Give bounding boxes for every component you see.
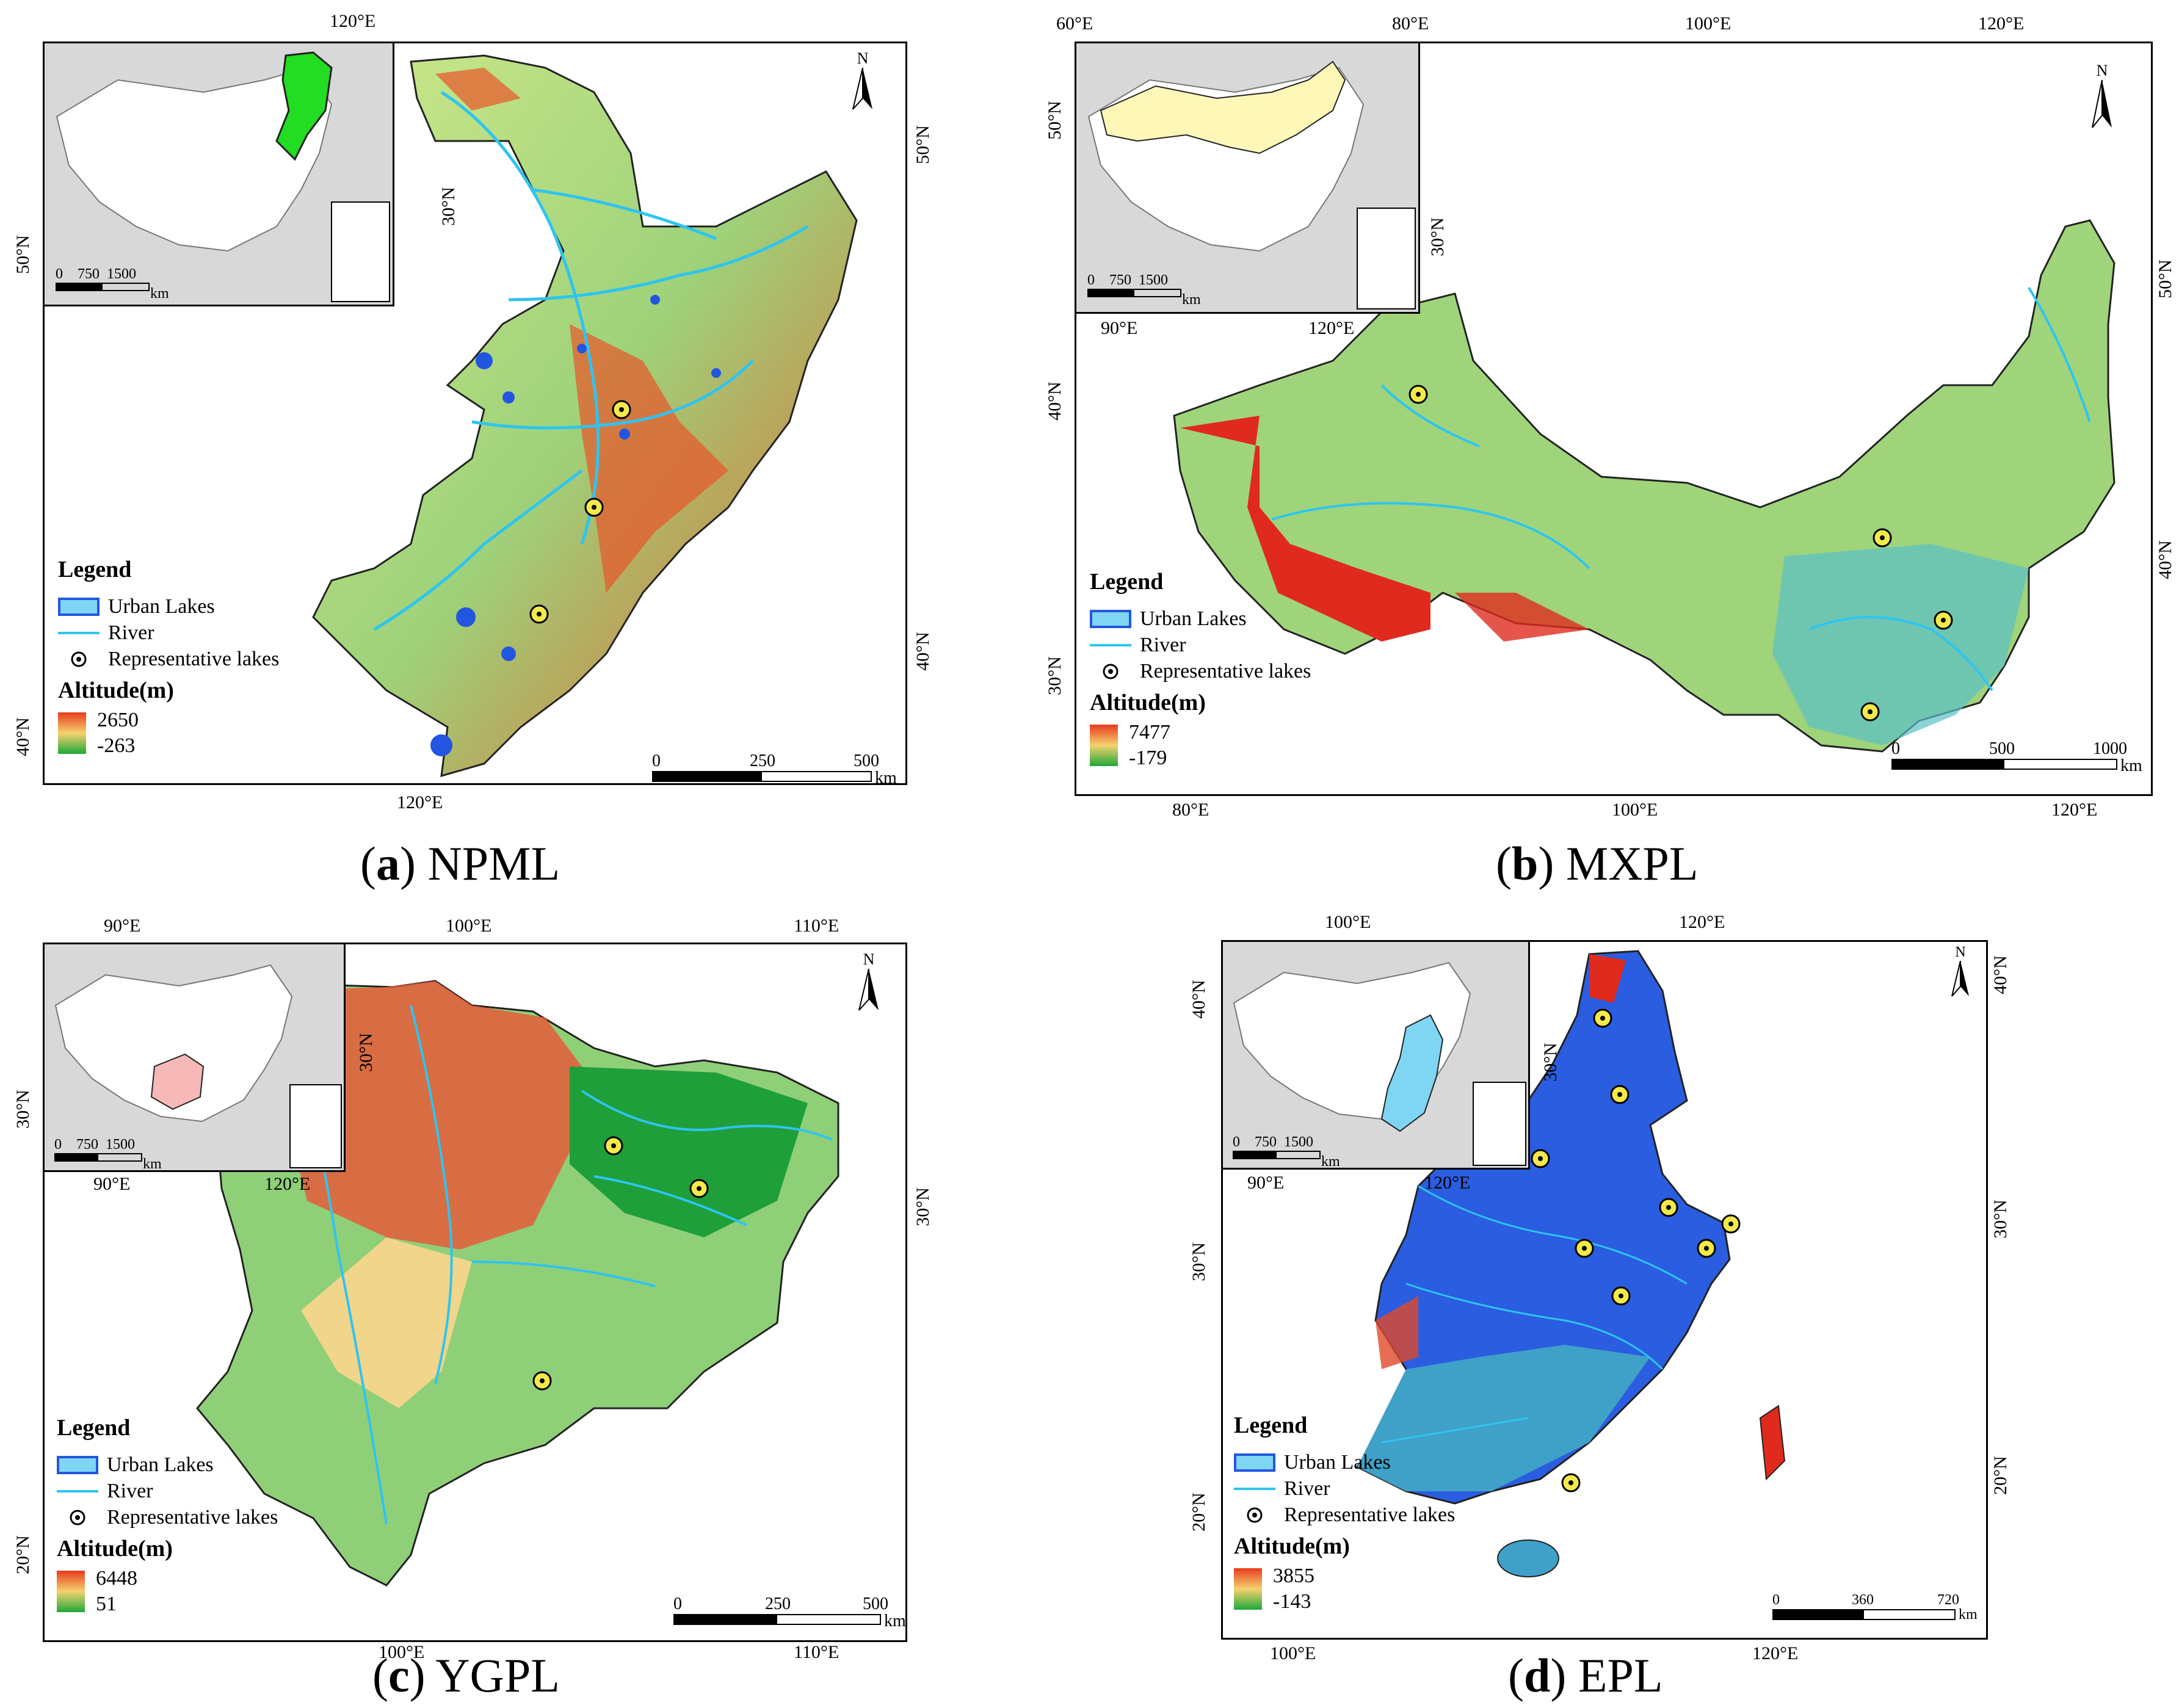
panel-a: 120°E [0, 0, 977, 891]
tick-right: 30°N [912, 1187, 933, 1226]
tick-top: 80°E [1392, 13, 1429, 34]
panel-caption: (b) MXPL [1496, 837, 1699, 890]
representative-lake-markers [529, 400, 631, 624]
map-frame: 0 750 1500 km 90°E 120°E 30°N N Legend U… [1075, 42, 2153, 796]
tick-top: 90°E [104, 916, 141, 936]
inset-highlight [275, 51, 333, 161]
inset-tick-bottom: 90°E [1247, 1173, 1285, 1193]
urban-lake-swatch [58, 598, 100, 616]
tick-left: 40°N [12, 717, 33, 756]
inset-tick-bottom: 120°E [1308, 318, 1355, 338]
tick-bottom: 80°E [1172, 800, 1209, 820]
tick-right-bottom: 40°N [912, 632, 933, 671]
inset-map: 0 750 1500 km [1223, 942, 1530, 1170]
inset-tick-bottom: 90°E [1101, 318, 1138, 338]
tick-left: 30°N [1044, 656, 1065, 695]
tick-left-inset: 50°N [12, 235, 33, 274]
map-frame: 0 750 1500 km 90°E 120°E 30°N N Legend U… [1221, 940, 1988, 1640]
tick-right: 30°N [1990, 1200, 2010, 1239]
tick-right: 20°N [1990, 1456, 2010, 1495]
inset-map: 30°N 0 750 1500 km [45, 43, 459, 306]
north-arrow-icon: N [1949, 944, 1971, 1001]
tick-bottom: 110°E [794, 1642, 839, 1662]
tick-bottom: 120°E [1752, 1643, 1799, 1663]
tick-bottom: 100°E [1612, 800, 1658, 820]
tick-top: 60°E [1056, 13, 1093, 34]
tick-right: 40°N [1990, 955, 2010, 994]
tick-top: 120°E [1679, 912, 1725, 932]
tick-top: 100°E [446, 916, 492, 936]
north-arrow-icon: N [2090, 62, 2114, 132]
inset-highlight [1380, 1014, 1444, 1132]
panel-caption: (a) NPML [360, 837, 560, 890]
tick-left: 40°N [1044, 382, 1065, 421]
tick-top: 100°E [1325, 912, 1371, 932]
tick-right: 50°N [2155, 259, 2175, 299]
scalebar: 0 250 500 km [652, 751, 897, 785]
tick-left-inset: 40°N [1188, 980, 1209, 1019]
region-map [1355, 950, 1786, 1577]
inset-tick-right: 30°N [355, 1033, 376, 1072]
inset-map: 0 750 1500 km [45, 944, 346, 1172]
inset-tick-bottom: 90°E [93, 1174, 131, 1194]
inset-scalebar: 0 750 1500 km [54, 1137, 162, 1172]
map-frame: 30°N 0 750 1500 km N Legend Urban Lakes … [43, 42, 907, 785]
north-arrow-icon: N [857, 950, 881, 1015]
altitude-ramp [58, 712, 86, 754]
north-arrow-icon: N [850, 49, 875, 114]
legend: Legend Urban Lakes River Representative … [58, 557, 280, 757]
panel-b: 60°E 80°E 100°E 120°E [1026, 0, 2175, 891]
tick-bottom: 120°E [397, 792, 443, 812]
legend: Legend Urban Lakes River Representative … [57, 1415, 278, 1615]
representative-lake-markers [1531, 1008, 1741, 1493]
representative-lake-markers [1409, 385, 1953, 722]
tick-bottom: 100°E [1270, 1643, 1316, 1663]
inset-tick-right: 30°N [438, 187, 459, 226]
tick-right: 40°N [2155, 540, 2175, 579]
representative-lake-markers [532, 1136, 709, 1391]
river-swatch [58, 632, 100, 634]
tick-bottom: 100°E [379, 1642, 425, 1662]
inset-highlight [1100, 60, 1346, 154]
legend: Legend Urban Lakes River Representative … [1234, 1413, 1456, 1613]
tick-left-inset: 30°N [12, 1090, 33, 1129]
tick-top: 120°E [1978, 13, 2025, 34]
inset-scalebar: 0 750 1500 km [1233, 1134, 1340, 1170]
panel-caption: (c) YGPL [372, 1649, 560, 1702]
tick-left-inset: 50°N [1044, 101, 1065, 140]
tick-top: 120°E [330, 11, 376, 31]
representative-lake-icon [58, 650, 100, 668]
tick-left: 20°N [12, 1535, 33, 1574]
scalebar: 0 360 720 km [1772, 1592, 1978, 1623]
legend: Legend Urban Lakes River Representative … [1090, 569, 1311, 769]
tick-left: 20°N [1188, 1493, 1209, 1532]
panel-d: 100°E 120°E [1184, 903, 2051, 1708]
tick-top: 110°E [794, 916, 839, 936]
scalebar: 0 250 500 km [673, 1594, 906, 1630]
inset-tick-bottom: 120°E [1424, 1173, 1471, 1193]
inset-scalebar: 0 750 1500 km [1087, 272, 1201, 308]
tick-bottom: 120°E [2051, 800, 2098, 820]
tick-left: 30°N [1188, 1242, 1209, 1281]
region-map [312, 54, 858, 778]
scalebar: 0 500 1000 km [1891, 739, 2142, 775]
map-frame: 0 750 1500 km 90°E 120°E 30°N N Legend U… [43, 943, 907, 1642]
inset-tick-right: 30°N [1427, 217, 1448, 256]
region-map [1173, 219, 2116, 753]
inset-tick-right: 30°N [1540, 1043, 1561, 1082]
inset-highlight [150, 1053, 205, 1110]
inset-map: 0 750 1500 km [1076, 43, 1420, 314]
tick-top: 100°E [1685, 13, 1731, 34]
panel-c: 90°E 100°E 110°E [0, 903, 977, 1708]
inset-tick-bottom: 120°E [264, 1174, 311, 1194]
tick-right-top: 50°N [912, 125, 933, 164]
panel-caption: (d) EPL [1508, 1649, 1663, 1702]
inset-scalebar: 0 750 1500 km [56, 266, 169, 302]
